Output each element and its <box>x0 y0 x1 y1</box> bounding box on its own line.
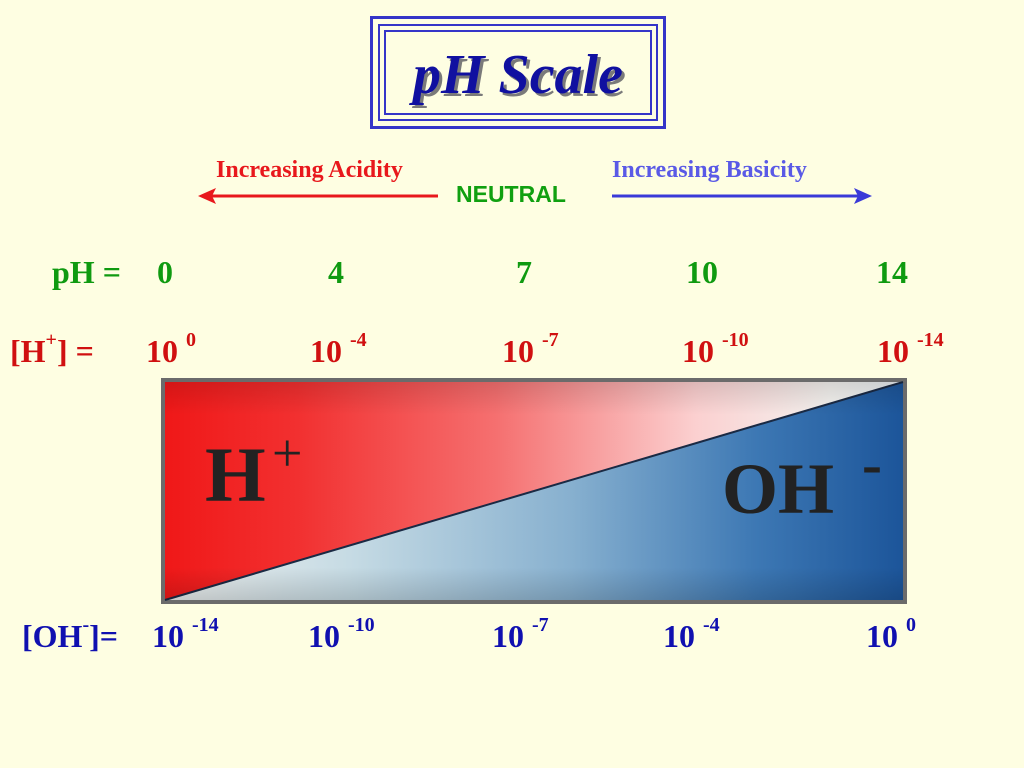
h-concentration: 10 -7 <box>502 329 559 369</box>
hydroxide-ion-symbol: OH <box>722 449 835 529</box>
title-frame: pH Scale <box>370 16 666 129</box>
h-concentration: 10 0 <box>146 329 196 369</box>
oh-concentration: 10 -4 <box>663 614 720 654</box>
h-row-label: [H+] = <box>10 329 94 369</box>
ph-gradient-bar <box>161 378 907 604</box>
ph-value: 14 <box>876 254 908 290</box>
h-concentration: 10 -4 <box>310 329 367 369</box>
oh-concentration: 10 -10 <box>308 614 375 654</box>
acidity-arrow-icon <box>198 188 438 204</box>
page-title: pH Scale <box>413 44 623 106</box>
oh-concentration: 10 -14 <box>152 614 219 654</box>
ph-row-label: pH = <box>52 254 121 290</box>
hydrogen-ion-charge: + <box>272 423 303 483</box>
hydrogen-ion-symbol: H <box>205 431 266 518</box>
basicity-arrow-icon <box>612 188 872 204</box>
increasing-basicity-label: Increasing Basicity <box>612 157 807 183</box>
hydroxide-ion-charge: - <box>862 431 882 497</box>
ph-value: 4 <box>328 254 344 290</box>
ph-value: 10 <box>686 254 718 290</box>
h-concentration: 10 -10 <box>682 329 749 369</box>
oh-row-label: [OH-]= <box>22 614 118 654</box>
neutral-label: NEUTRAL <box>456 181 566 207</box>
ph-value: 7 <box>516 254 532 290</box>
oh-concentration: 10 0 <box>866 614 916 654</box>
ph-value: 0 <box>157 254 173 290</box>
increasing-acidity-label: Increasing Acidity <box>216 157 403 183</box>
oh-concentration: 10 -7 <box>492 614 549 654</box>
h-concentration: 10 -14 <box>877 329 944 369</box>
